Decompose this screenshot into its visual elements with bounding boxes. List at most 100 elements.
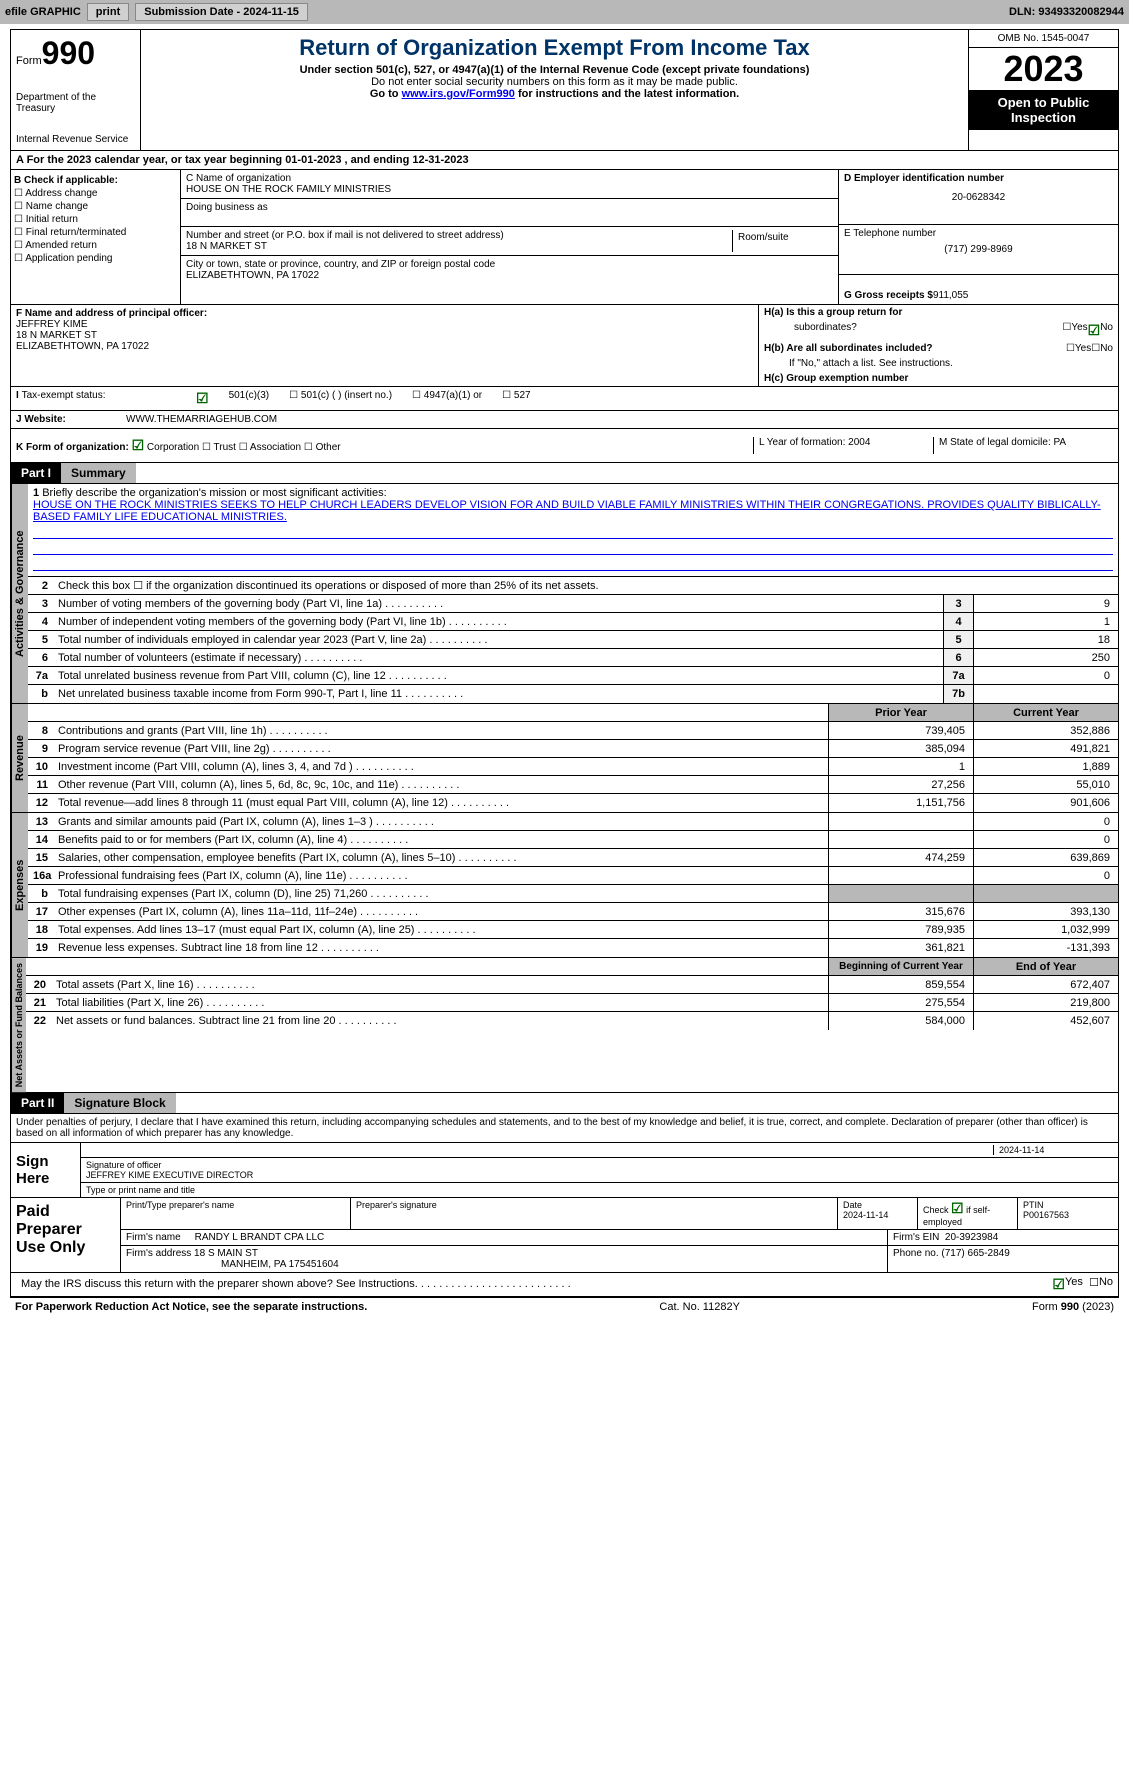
state-domicile: M State of legal domicile: PA [933, 437, 1113, 454]
footer-form: Form 990 (2023) [1032, 1301, 1114, 1313]
tax-status-label: Tax-exempt status: [22, 390, 106, 401]
efile-label: efile GRAPHIC [5, 6, 81, 18]
hdr-begin-year: Beginning of Current Year [828, 958, 973, 975]
table-row: bNet unrelated business taxable income f… [28, 685, 1118, 703]
penalty-statement: Under penalties of perjury, I declare th… [10, 1114, 1119, 1143]
part2-title: Signature Block [64, 1093, 175, 1113]
table-row: 12Total revenue—add lines 8 through 11 (… [28, 794, 1118, 812]
part2-header: Part II [11, 1093, 64, 1113]
hb-note: If "No," attach a list. See instructions… [759, 356, 1118, 371]
cb-4947[interactable]: ☐ 4947(a)(1) or [412, 390, 482, 407]
phone-label: E Telephone number [844, 228, 1113, 239]
irs-form990-link[interactable]: www.irs.gov/Form990 [402, 88, 515, 100]
omb-number: OMB No. 1545-0047 [969, 30, 1118, 48]
ptin-label: PTIN [1023, 1200, 1044, 1210]
discuss-yes-checked[interactable]: ☑ [1052, 1276, 1065, 1293]
ha-no-checked[interactable]: ☑ [1088, 322, 1101, 339]
ha-yes[interactable]: ☐Yes [1062, 322, 1087, 339]
prep-sig-label: Preparer's signature [351, 1198, 838, 1229]
street-address: 18 N MARKET ST [186, 241, 732, 252]
blank-line-3 [33, 557, 1113, 571]
cb-other[interactable]: ☐ Other [304, 442, 341, 453]
cb-527[interactable]: ☐ 527 [502, 390, 530, 407]
type-name-label: Type or print name and title [81, 1183, 1118, 1197]
footer-paperwork: For Paperwork Reduction Act Notice, see … [15, 1301, 367, 1313]
cb-501c3-checked[interactable]: ☑ [196, 390, 209, 407]
ein-value: 20-0628342 [844, 192, 1113, 203]
discuss-no[interactable]: ☐ [1089, 1276, 1099, 1293]
mission-text[interactable]: HOUSE ON THE ROCK MINISTRIES SEEKS TO HE… [33, 499, 1113, 523]
table-row: 20Total assets (Part X, line 16) . . . .… [26, 976, 1118, 994]
dept-treasury: Department of the Treasury [16, 92, 135, 114]
table-row: 3Number of voting members of the governi… [28, 595, 1118, 613]
prep-name-label: Print/Type preparer's name [121, 1198, 351, 1229]
table-row: 10Investment income (Part VIII, column (… [28, 758, 1118, 776]
addr-label: Number and street (or P.O. box if mail i… [186, 230, 732, 241]
discuss-no-label: No [1099, 1276, 1113, 1293]
room-suite-label: Room/suite [733, 230, 833, 252]
open-public-badge: Open to Public Inspection [969, 90, 1118, 130]
org-name: HOUSE ON THE ROCK FAMILY MINISTRIES [186, 184, 833, 195]
sign-date: 2024-11-14 [993, 1145, 1113, 1155]
ha-label: H(a) Is this a group return for [764, 307, 902, 318]
table-row: 13Grants and similar amounts paid (Part … [28, 813, 1118, 831]
q2-text: Check this box ☐ if the organization dis… [53, 577, 1118, 594]
table-row: bTotal fundraising expenses (Part IX, co… [28, 885, 1118, 903]
self-emp-check[interactable]: Check ☑ if self-employed [923, 1205, 990, 1227]
label-expenses: Expenses [11, 813, 28, 957]
goto-post: for instructions and the latest informat… [515, 88, 739, 100]
cb-address-change[interactable]: ☐ Address change [14, 188, 177, 199]
ha-sub: subordinates? [764, 322, 1062, 339]
table-row: 19Revenue less expenses. Subtract line 1… [28, 939, 1118, 957]
hdr-end-year: End of Year [973, 958, 1118, 975]
discuss-question: May the IRS discuss this return with the… [16, 1276, 1052, 1293]
city-state-zip: ELIZABETHTOWN, PA 17022 [186, 270, 833, 281]
row-a-period: A For the 2023 calendar year, or tax yea… [10, 151, 1119, 170]
print-button[interactable]: print [87, 3, 129, 21]
officer-addr1: 18 N MARKET ST [16, 330, 753, 341]
subtitle-2: Do not enter social security numbers on … [146, 76, 963, 88]
cb-final-return[interactable]: ☐ Final return/terminated [14, 227, 177, 238]
table-row: 22Net assets or fund balances. Subtract … [26, 1012, 1118, 1030]
irs-label: Internal Revenue Service [16, 134, 135, 145]
cb-app-pending[interactable]: ☐ Application pending [14, 253, 177, 264]
table-row: 17Other expenses (Part IX, column (A), l… [28, 903, 1118, 921]
subtitle-1: Under section 501(c), 527, or 4947(a)(1)… [146, 64, 963, 76]
officer-label: F Name and address of principal officer: [16, 308, 753, 319]
firm-phone: (717) 665-2849 [941, 1248, 1009, 1259]
cb-initial-return[interactable]: ☐ Initial return [14, 214, 177, 225]
hc-label: H(c) Group exemption number [764, 373, 908, 384]
cb-name-change[interactable]: ☐ Name change [14, 201, 177, 212]
table-row: 16aProfessional fundraising fees (Part I… [28, 867, 1118, 885]
table-row: 21Total liabilities (Part X, line 26) . … [26, 994, 1118, 1012]
sub-date-button[interactable]: Submission Date - 2024-11-15 [135, 3, 308, 21]
hdr-prior-year: Prior Year [828, 704, 973, 721]
city-label: City or town, state or province, country… [186, 259, 833, 270]
website-url: WWW.THEMARRIAGEHUB.COM [126, 414, 277, 425]
firm-addr1: 18 S MAIN ST [194, 1248, 258, 1259]
cb-trust[interactable]: ☐ Trust [202, 442, 236, 453]
firm-ein-label: Firm's EIN [893, 1232, 939, 1243]
hb-yes[interactable]: ☐Yes [1066, 343, 1091, 354]
phone-value: (717) 299-8969 [844, 244, 1113, 255]
prep-date: 2024-11-14 [843, 1210, 888, 1220]
top-toolbar: efile GRAPHIC print Submission Date - 20… [0, 0, 1129, 24]
table-row: 11Other revenue (Part VIII, column (A), … [28, 776, 1118, 794]
col-b-checkboxes: B Check if applicable: ☐ Address change … [11, 170, 181, 304]
cb-501c[interactable]: ☐ 501(c) ( ) (insert no.) [289, 390, 392, 407]
table-row: 6Total number of volunteers (estimate if… [28, 649, 1118, 667]
main-title: Return of Organization Exempt From Incom… [146, 35, 963, 61]
label-revenue: Revenue [11, 704, 28, 812]
cb-assoc[interactable]: ☐ Association [239, 442, 301, 453]
hb-label: H(b) Are all subordinates included? [764, 343, 1066, 354]
firm-name-label: Firm's name [126, 1232, 181, 1243]
firm-ein: 20-3923984 [945, 1232, 998, 1243]
opt-corp: Corporation [147, 442, 199, 453]
cb-amended-return[interactable]: ☐ Amended return [14, 240, 177, 251]
ptin-value: P00167563 [1023, 1210, 1069, 1220]
cb-corp-checked[interactable]: ☑ [132, 437, 145, 453]
hb-no[interactable]: ☐No [1091, 343, 1113, 354]
label-activities-governance: Activities & Governance [11, 484, 28, 703]
dba-label: Doing business as [181, 199, 838, 227]
table-row: 18Total expenses. Add lines 13–17 (must … [28, 921, 1118, 939]
